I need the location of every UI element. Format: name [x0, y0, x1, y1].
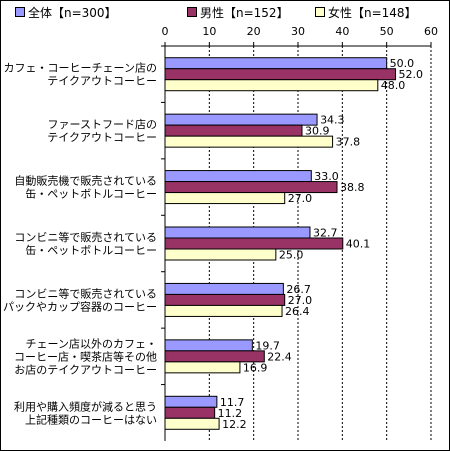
data-label: 32.7: [313, 227, 338, 240]
bar: [164, 170, 312, 183]
data-label: 25.0: [279, 249, 304, 262]
category-label: 缶・ペットボトルコーヒー: [25, 187, 157, 201]
data-label: 48.0: [381, 79, 406, 92]
data-label: 38.8: [340, 181, 365, 194]
category-label: チェーン店以外のカフェ・: [26, 336, 157, 350]
data-label: 52.0: [399, 68, 424, 81]
bar: [164, 226, 311, 239]
bar: [164, 237, 344, 250]
data-label: 50.0: [390, 57, 415, 70]
x-tick-label: 40: [335, 25, 349, 38]
data-label: 12.2: [222, 418, 247, 431]
data-label: 19.7: [255, 339, 280, 352]
bar: [164, 192, 286, 205]
legend-label-total: 全体【n=300】: [28, 5, 117, 20]
bar: [164, 361, 241, 374]
category-label: コーヒー店・喫茶店等その他: [14, 349, 157, 363]
data-label: 11.7: [220, 396, 245, 409]
legend-swatch-male: [187, 7, 197, 17]
category-label: お店のテイクアウトコーヒー: [14, 362, 157, 376]
x-tick-label: 50: [380, 25, 394, 38]
category-label: コンビニ等で販売されている: [14, 230, 157, 244]
legend-item-total: 全体【n=300】: [15, 3, 117, 21]
bar: [164, 406, 216, 419]
bar: [164, 135, 334, 148]
category-label: カフェ・コーヒーチェーン店の: [4, 61, 157, 75]
bar: [164, 304, 283, 317]
category-label: ファーストフード店の: [48, 117, 157, 131]
bar: [164, 248, 277, 261]
x-tick-label: 0: [162, 25, 169, 38]
category-label: コンビニ等で販売されている: [14, 286, 157, 300]
category-label: パックやカップ容器のコーヒー: [3, 299, 157, 313]
bar: [164, 79, 379, 92]
x-tick-label: 30: [291, 25, 305, 38]
data-label: 26.4: [285, 305, 310, 318]
category-label: テイクアウトコーヒー: [47, 75, 157, 88]
bar: [164, 113, 318, 126]
x-tick-label: 20: [247, 25, 261, 38]
bar: [164, 293, 286, 306]
category-label: 上記種類のコーヒーはない: [25, 412, 157, 426]
bar: [164, 417, 220, 430]
data-label: 37.8: [336, 136, 361, 149]
data-label: 22.4: [267, 350, 292, 363]
x-tick-label: 10: [202, 25, 216, 38]
x-tick-label: 60: [424, 25, 438, 38]
bar: [164, 124, 303, 137]
data-label: 11.2: [218, 407, 243, 420]
data-label: 34.3: [320, 114, 345, 127]
legend-label-male: 男性【n=152】: [200, 5, 289, 20]
category-label: 自動販売機で販売されている: [14, 174, 157, 188]
legend-item-female: 女性【n=148】: [315, 3, 417, 21]
bar: [164, 339, 253, 352]
category-label: 缶・ペットボトルコーヒー: [25, 243, 157, 257]
bar: [164, 282, 284, 295]
bar: [164, 350, 265, 363]
legend-item-male: 男性【n=152】: [187, 3, 289, 21]
legend-swatch-female: [315, 7, 325, 17]
data-label: 40.1: [346, 238, 371, 251]
data-label: 26.7: [286, 283, 311, 296]
data-label: 27.0: [288, 294, 313, 307]
bar: [164, 181, 338, 194]
bar: [164, 395, 218, 408]
data-label: 27.0: [288, 192, 313, 205]
category-label: 利用や購入頻度が減ると思う: [14, 399, 157, 413]
data-label: 33.0: [314, 170, 339, 183]
bar: [164, 57, 388, 70]
category-label: テイクアウトコーヒー: [47, 131, 157, 144]
data-label: 16.9: [243, 361, 268, 374]
legend-swatch-total: [15, 7, 25, 17]
legend: 全体【n=300】 男性【n=152】 女性【n=148】: [5, 3, 445, 21]
bar: [164, 68, 397, 81]
data-label: 30.9: [305, 125, 330, 138]
legend-label-female: 女性【n=148】: [328, 5, 417, 20]
